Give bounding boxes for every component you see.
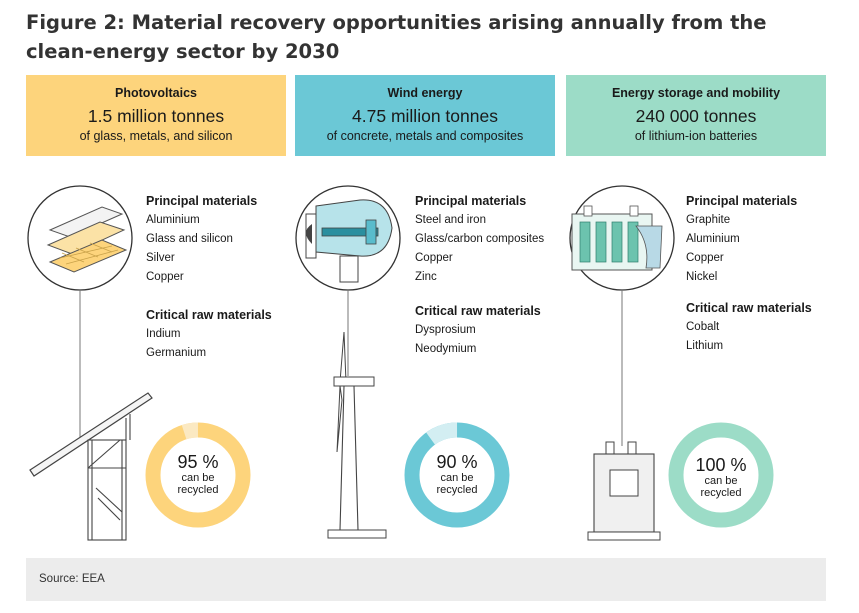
material-item: Graphite bbox=[686, 214, 731, 226]
material-item: Steel and iron bbox=[415, 214, 486, 226]
recycled-percent: 100 % bbox=[695, 455, 747, 475]
principal-materials-heading: Principal materials bbox=[686, 194, 798, 208]
energy-storage-amount: 240 000 tonnes bbox=[635, 106, 757, 126]
critical-materials-heading: Critical raw materials bbox=[146, 308, 272, 322]
photovoltaics-description: of glass, metals, and silicon bbox=[79, 129, 233, 143]
material-item: Nickel bbox=[686, 271, 718, 283]
critical-materials-heading: Critical raw materials bbox=[415, 304, 541, 318]
photovoltaics-materials: Principal materials Aluminium Glass and … bbox=[146, 192, 257, 287]
wind-energy-donut-remainder bbox=[404, 422, 510, 528]
critical-materials-heading: Critical raw materials bbox=[686, 301, 812, 315]
material-item: Silver bbox=[146, 252, 175, 264]
material-item: Glass/carbon composites bbox=[415, 233, 545, 245]
recycled-text: can be bbox=[181, 472, 215, 484]
photovoltaics-critical: Critical raw materials Indium Germanium bbox=[146, 306, 272, 363]
source-bar: Source: EEA bbox=[26, 558, 826, 601]
material-item: Aluminium bbox=[686, 233, 740, 245]
battery-icon bbox=[569, 185, 675, 541]
critical-item: Lithium bbox=[686, 340, 724, 352]
source-text: Source: EEA bbox=[39, 573, 105, 585]
principal-materials-heading: Principal materials bbox=[415, 194, 527, 208]
material-item: Copper bbox=[686, 252, 724, 264]
wind-turbine-icon bbox=[295, 185, 401, 539]
energy-storage-header: Energy storage and mobility 240 000 tonn… bbox=[566, 75, 826, 156]
critical-item: Germanium bbox=[146, 347, 207, 359]
energy-storage-description: of lithium-ion batteries bbox=[634, 129, 758, 143]
energy-storage-title: Energy storage and mobility bbox=[611, 86, 781, 100]
recycled-percent: 95 % bbox=[177, 452, 219, 472]
recycled-percent: 90 % bbox=[436, 452, 478, 472]
photovoltaics-amount: 1.5 million tonnes bbox=[87, 106, 225, 126]
wind-energy-title: Wind energy bbox=[387, 86, 463, 100]
material-item: Copper bbox=[146, 271, 184, 283]
material-item: Zinc bbox=[415, 271, 437, 283]
illustrations bbox=[27, 185, 774, 541]
photovoltaics-title: Photovoltaics bbox=[115, 86, 197, 100]
principal-materials-heading: Principal materials bbox=[146, 194, 258, 208]
wind-energy-critical: Critical raw materials Dysprosium Neodym… bbox=[415, 302, 541, 359]
energy-storage-critical: Critical raw materials Cobalt Lithium bbox=[686, 299, 812, 356]
critical-item: Cobalt bbox=[686, 321, 720, 333]
critical-item: Indium bbox=[146, 328, 181, 340]
wind-energy-description: of concrete, metals and composites bbox=[326, 129, 524, 143]
recycled-text: recycled bbox=[177, 484, 219, 496]
figure-title: Figure 2: Material recovery opportunitie… bbox=[26, 11, 767, 63]
photovoltaics-donut-remainder bbox=[145, 422, 251, 528]
recycled-text: recycled bbox=[700, 487, 742, 499]
photovoltaics-donut bbox=[145, 422, 251, 528]
energy-storage-donut bbox=[668, 422, 774, 528]
wind-energy-amount: 4.75 million tonnes bbox=[352, 106, 498, 126]
critical-item: Dysprosium bbox=[415, 324, 476, 336]
energy-storage-recycled-label: 100 % can be recycled bbox=[681, 455, 761, 499]
wind-energy-recycled-label: 90 % can be recycled bbox=[417, 452, 497, 496]
energy-storage-materials: Principal materials Graphite Aluminium C… bbox=[686, 192, 797, 287]
recycled-text: recycled bbox=[436, 484, 478, 496]
recycled-text: can be bbox=[440, 472, 474, 484]
critical-item: Neodymium bbox=[415, 343, 477, 355]
wind-energy-header: Wind energy 4.75 million tonnes of concr… bbox=[295, 75, 555, 156]
material-item: Copper bbox=[415, 252, 453, 264]
material-item: Aluminium bbox=[146, 214, 200, 226]
wind-energy-materials: Principal materials Steel and iron Glass… bbox=[415, 192, 544, 287]
solar-panel-icon bbox=[27, 185, 153, 541]
material-item: Glass and silicon bbox=[146, 233, 233, 245]
photovoltaics-header: Photovoltaics 1.5 million tonnes of glas… bbox=[26, 75, 286, 156]
recycled-text: can be bbox=[704, 475, 738, 487]
wind-energy-donut bbox=[404, 422, 510, 528]
photovoltaics-recycled-label: 95 % can be recycled bbox=[158, 452, 238, 496]
